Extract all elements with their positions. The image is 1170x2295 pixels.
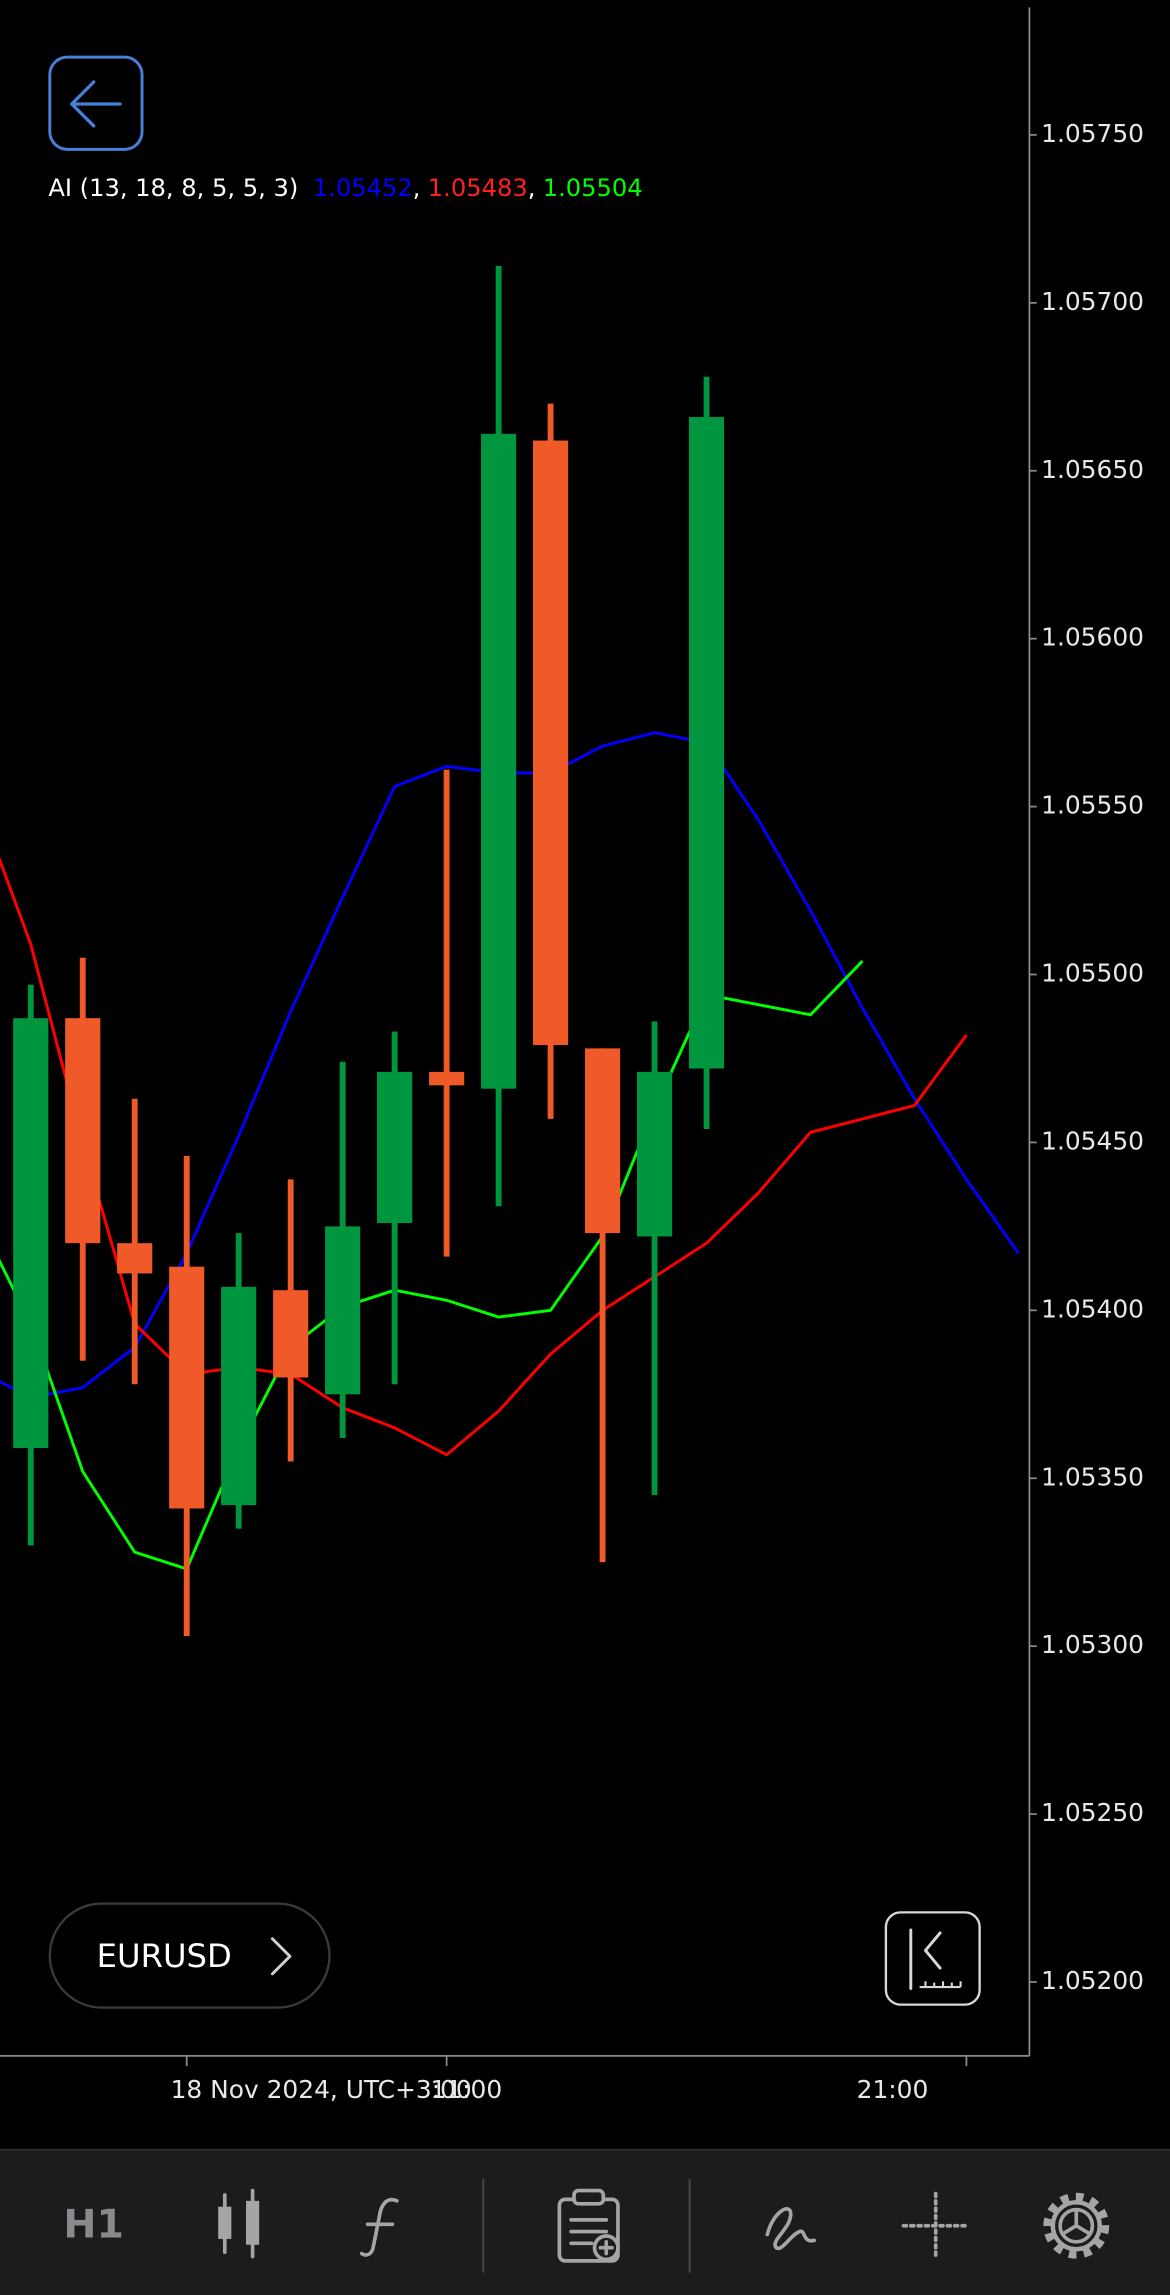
candle-body — [169, 1266, 205, 1509]
y-tick-label: 1.05600 — [1041, 623, 1144, 652]
y-tick-label: 1.05500 — [1041, 959, 1144, 988]
separator: , — [413, 174, 421, 202]
candle-body — [585, 1048, 621, 1234]
candle-body — [117, 1243, 153, 1274]
y-tick-label: 1.05300 — [1041, 1630, 1144, 1659]
y-tick-label: 1.05700 — [1041, 287, 1144, 316]
timeframe-button[interactable]: H1 — [63, 2202, 124, 2248]
y-tick-label: 1.05400 — [1041, 1294, 1144, 1323]
orders-button[interactable] — [557, 2188, 620, 2263]
separator: , — [528, 174, 536, 202]
y-tick-label: 1.05200 — [1041, 1966, 1144, 1995]
candle-body — [688, 417, 725, 1069]
draw-button[interactable] — [765, 2207, 816, 2251]
candle-body — [273, 1290, 309, 1378]
candle-wick — [599, 1048, 606, 1563]
y-tick-label: 1.05550 — [1041, 791, 1144, 820]
candle-body — [65, 1018, 101, 1244]
symbol-label: EURUSD — [97, 1937, 232, 1975]
symbol-button[interactable]: EURUSD — [48, 1902, 331, 2009]
y-tick-label: 1.05350 — [1041, 1462, 1144, 1491]
indicator-value: 1.05452 — [313, 174, 413, 202]
x-tick-label: 11:00 — [431, 2075, 503, 2104]
candle-body — [481, 433, 517, 1089]
indicator-line — [0, 856, 968, 1457]
candle-body — [533, 440, 569, 1046]
x-tick-label: 18 Nov 2024, UTC+3:00 — [171, 2075, 472, 2104]
y-tick-label: 1.05450 — [1041, 1126, 1144, 1155]
y-tick-label: 1.05650 — [1041, 455, 1144, 484]
candle-wick — [443, 769, 450, 1257]
candle-wick — [131, 1098, 138, 1385]
candle-body — [221, 1286, 257, 1506]
candle-body — [429, 1071, 465, 1086]
back-button[interactable] — [48, 55, 144, 151]
settings-button[interactable] — [1043, 2192, 1110, 2259]
indicator-label: AI (13, 18, 8, 5, 5, 3) — [48, 174, 298, 202]
plot-area — [0, 265, 1020, 1637]
candle-wick — [651, 1021, 658, 1496]
candle-body — [636, 1071, 673, 1237]
chart-type-button[interactable] — [218, 2188, 260, 2259]
y-tick-label: 1.05750 — [1041, 119, 1144, 148]
indicator-value: 1.05504 — [543, 174, 643, 202]
candle-body — [13, 1018, 49, 1449]
indicators-button[interactable] — [359, 2197, 399, 2257]
toolbar — [0, 2149, 1170, 2295]
y-tick-label: 1.05250 — [1041, 1798, 1144, 1827]
indicator-value: 1.05483 — [428, 174, 528, 202]
x-tick-label: 21:00 — [857, 2075, 929, 2104]
indicator-legend: AI (13, 18, 8, 5, 5, 3) 1.05452, 1.05483, 1… — [48, 174, 642, 202]
candle-body — [377, 1071, 413, 1224]
crosshair-button[interactable] — [901, 2191, 970, 2262]
scroll-to-end-button[interactable] — [884, 1911, 981, 2006]
candle-body — [325, 1226, 361, 1395]
